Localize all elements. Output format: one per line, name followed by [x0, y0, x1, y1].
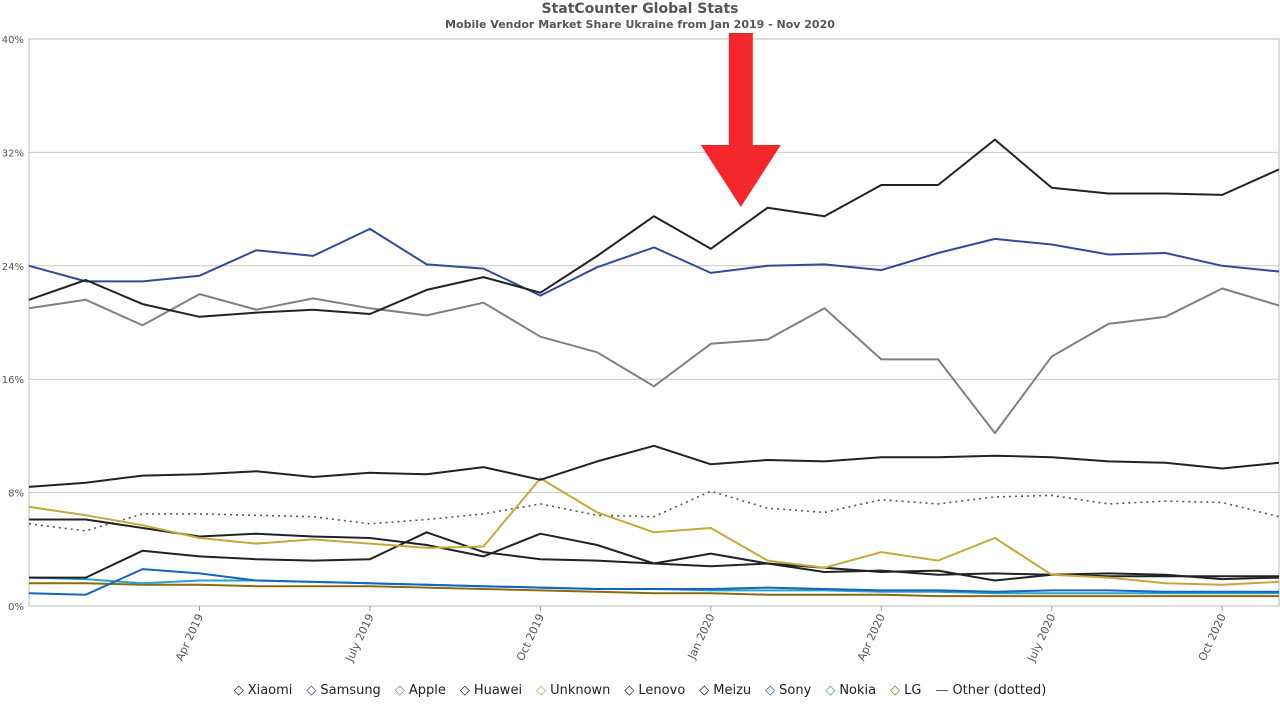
legend-item[interactable]: ◇ Apple — [395, 683, 446, 698]
x-tick-label: July 2019 — [343, 612, 377, 665]
series-line-unknown — [28, 477, 1280, 586]
x-tick-label: Jan 2020 — [685, 612, 718, 662]
y-tick-label: 0% — [8, 602, 24, 613]
legend-marker-icon: ◇ — [699, 683, 710, 698]
legend-marker-icon: ◇ — [459, 683, 470, 698]
legend-label: Unknown — [550, 683, 611, 698]
legend-label: Xiaomi — [247, 683, 293, 698]
y-tick-label: 8% — [8, 489, 24, 500]
series-line-lenovo — [29, 518, 1280, 582]
legend-label: Apple — [408, 683, 446, 698]
chart-legend: ◇ Xiaomi ◇ Samsung ◇ Apple ◇ Huawei ◇ Unknown ◇ Len… — [0, 683, 1280, 698]
legend-marker-icon: ◇ — [306, 683, 317, 698]
series-line-xiaomi — [28, 138, 1280, 318]
y-tick-label: 24% — [2, 262, 24, 273]
series-line-huawei — [28, 444, 1280, 488]
x-tick-label: Oct 2019 — [514, 612, 547, 663]
annotation-arrow — [700, 33, 781, 207]
legend-item[interactable]: ◇ Meizu — [699, 683, 751, 698]
legend-item[interactable]: ◇ Lenovo — [624, 683, 685, 698]
series-line-lg — [29, 582, 1279, 598]
y-tick-label: 16% — [2, 375, 24, 386]
x-tick-label: Apr 2020 — [855, 612, 888, 663]
series-line-sony — [28, 568, 1279, 596]
legend-marker-icon: ◇ — [765, 683, 776, 698]
series-line-samsung — [28, 227, 1280, 297]
legend-item[interactable]: ◇ Samsung — [306, 683, 380, 698]
legend-label: Nokia — [839, 683, 877, 698]
legend-label: Meizu — [713, 683, 752, 698]
legend-marker-icon: — — [935, 683, 949, 698]
legend-marker-icon: ◇ — [825, 683, 836, 698]
legend-marker-icon: ◇ — [394, 683, 405, 698]
series-line-apple — [28, 287, 1280, 435]
legend-item[interactable]: — Other (dotted) — [935, 683, 1046, 698]
plot-frame — [28, 38, 1280, 607]
legend-marker-icon: ◇ — [890, 683, 901, 698]
legend-label: Other (dotted) — [952, 683, 1047, 698]
legend-label: Sony — [779, 683, 812, 698]
legend-label: Samsung — [320, 683, 381, 698]
legend-item[interactable]: ◇ Huawei — [460, 683, 522, 698]
legend-label: LG — [904, 683, 922, 698]
x-tick-label: Oct 2020 — [1196, 612, 1229, 663]
legend-item[interactable]: ◇ Xiaomi — [234, 683, 293, 698]
legend-item[interactable]: ◇ Unknown — [536, 683, 610, 698]
x-tick-label: Apr 2019 — [173, 612, 206, 663]
legend-marker-icon: ◇ — [624, 683, 635, 698]
y-tick-label: 40% — [2, 35, 24, 46]
legend-item[interactable]: ◇ LG — [890, 683, 921, 698]
legend-item[interactable]: ◇ Sony — [765, 683, 811, 698]
chart-title: StatCounter Global Stats — [541, 1, 739, 17]
y-tick-label: 32% — [2, 148, 24, 159]
series-line-other-dotted — [28, 490, 1280, 532]
legend-item[interactable]: ◇ Nokia — [825, 683, 876, 698]
legend-marker-icon: ◇ — [536, 683, 547, 698]
x-tick-label: July 2020 — [1025, 612, 1059, 665]
legend-label: Lenovo — [638, 683, 686, 698]
chart-subtitle: Mobile Vendor Market Share Ukraine from … — [445, 18, 835, 31]
legend-label: Huawei — [473, 683, 523, 698]
legend-marker-icon: ◇ — [233, 683, 244, 698]
